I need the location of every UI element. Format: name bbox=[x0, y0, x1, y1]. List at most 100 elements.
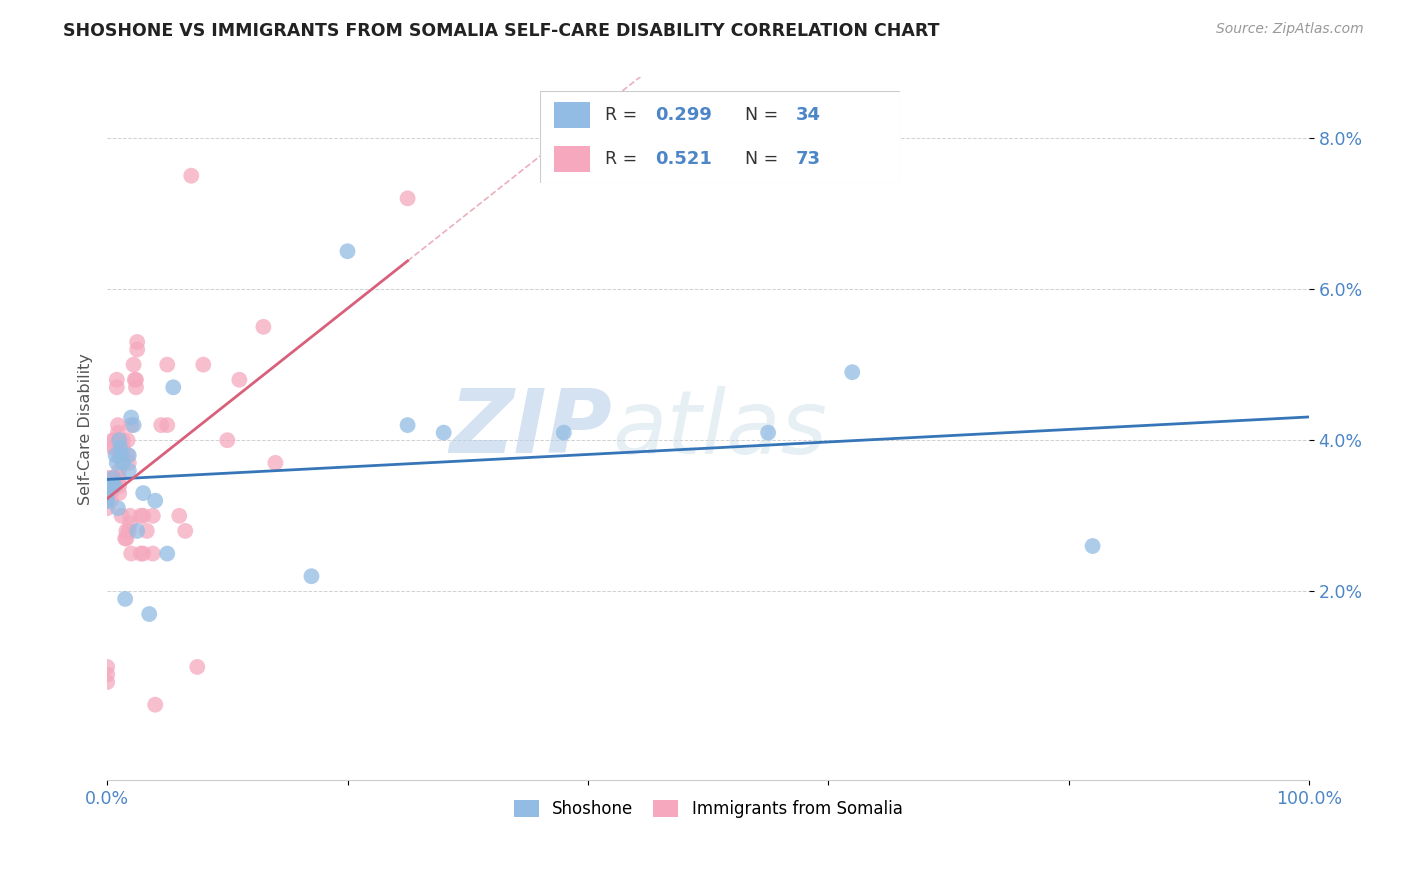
Point bbox=[108, 471, 131, 485]
Point bbox=[111, 434, 134, 448]
Point bbox=[107, 501, 129, 516]
Point bbox=[101, 441, 124, 455]
Point bbox=[122, 418, 145, 433]
Point bbox=[115, 524, 138, 538]
Point bbox=[162, 380, 184, 394]
Point bbox=[96, 486, 118, 500]
Point bbox=[396, 418, 419, 433]
Point bbox=[105, 456, 128, 470]
Point bbox=[174, 524, 197, 538]
Point bbox=[96, 493, 118, 508]
Point bbox=[117, 434, 139, 448]
Point bbox=[114, 532, 136, 546]
Point bbox=[101, 478, 124, 492]
Point bbox=[124, 373, 146, 387]
Point bbox=[756, 425, 779, 440]
Point bbox=[96, 501, 118, 516]
Point bbox=[110, 441, 132, 455]
Point bbox=[104, 478, 127, 492]
Point bbox=[115, 532, 138, 546]
Point bbox=[167, 508, 190, 523]
Point bbox=[125, 380, 148, 394]
Point bbox=[108, 478, 131, 492]
Text: Source: ZipAtlas.com: Source: ZipAtlas.com bbox=[1216, 22, 1364, 37]
Point bbox=[118, 524, 141, 538]
Point bbox=[96, 486, 118, 500]
Point bbox=[127, 334, 149, 349]
Point bbox=[108, 463, 131, 477]
Text: atlas: atlas bbox=[612, 386, 827, 472]
Point bbox=[118, 463, 141, 477]
Point bbox=[118, 448, 141, 462]
Point bbox=[105, 380, 128, 394]
Point bbox=[104, 471, 127, 485]
Point bbox=[336, 244, 359, 259]
Point bbox=[120, 410, 142, 425]
Point bbox=[156, 547, 179, 561]
Point bbox=[96, 486, 118, 500]
Point bbox=[143, 493, 166, 508]
Point bbox=[122, 358, 145, 372]
Y-axis label: Self-Care Disability: Self-Care Disability bbox=[79, 353, 93, 505]
Point bbox=[252, 319, 274, 334]
Point bbox=[104, 448, 127, 462]
Point bbox=[129, 547, 152, 561]
Point bbox=[118, 456, 141, 470]
Point bbox=[118, 508, 141, 523]
Point bbox=[125, 373, 148, 387]
Point bbox=[100, 486, 122, 500]
Point bbox=[103, 441, 125, 455]
Point bbox=[96, 486, 118, 500]
Point bbox=[101, 478, 124, 492]
Point bbox=[110, 448, 132, 462]
Point bbox=[138, 607, 160, 621]
Point bbox=[129, 508, 152, 523]
Point bbox=[108, 448, 131, 462]
Point bbox=[103, 478, 125, 492]
Point bbox=[101, 471, 124, 485]
Point bbox=[96, 675, 118, 690]
Text: SHOSHONE VS IMMIGRANTS FROM SOMALIA SELF-CARE DISABILITY CORRELATION CHART: SHOSHONE VS IMMIGRANTS FROM SOMALIA SELF… bbox=[63, 22, 939, 40]
Point bbox=[101, 434, 124, 448]
Point bbox=[110, 508, 132, 523]
Text: ZIP: ZIP bbox=[449, 385, 612, 473]
Point bbox=[301, 569, 323, 583]
Point bbox=[193, 358, 215, 372]
Point bbox=[117, 448, 139, 462]
Point bbox=[103, 434, 125, 448]
Point bbox=[132, 547, 155, 561]
Point bbox=[1081, 539, 1104, 553]
Point bbox=[142, 547, 165, 561]
Point bbox=[132, 508, 155, 523]
Point bbox=[96, 660, 118, 674]
Point bbox=[127, 524, 149, 538]
Point bbox=[186, 660, 208, 674]
Point bbox=[105, 373, 128, 387]
Point bbox=[107, 418, 129, 433]
Point bbox=[111, 441, 134, 455]
Point bbox=[156, 358, 179, 372]
Point bbox=[132, 486, 155, 500]
Point bbox=[96, 493, 118, 508]
Point bbox=[180, 169, 202, 183]
Point bbox=[107, 425, 129, 440]
Point bbox=[111, 456, 134, 470]
Point bbox=[104, 471, 127, 485]
Point bbox=[135, 524, 157, 538]
Point bbox=[96, 493, 118, 508]
Point bbox=[264, 456, 287, 470]
Point bbox=[150, 418, 173, 433]
Point bbox=[96, 478, 118, 492]
Point bbox=[217, 434, 239, 448]
Point bbox=[143, 698, 166, 712]
Point bbox=[142, 508, 165, 523]
Point bbox=[96, 478, 118, 492]
Point bbox=[396, 191, 419, 205]
Point bbox=[433, 425, 456, 440]
Point bbox=[118, 516, 141, 531]
Point bbox=[100, 471, 122, 485]
Point bbox=[114, 591, 136, 606]
Point bbox=[553, 425, 575, 440]
Legend: Shoshone, Immigrants from Somalia: Shoshone, Immigrants from Somalia bbox=[508, 793, 910, 825]
Point bbox=[100, 493, 122, 508]
